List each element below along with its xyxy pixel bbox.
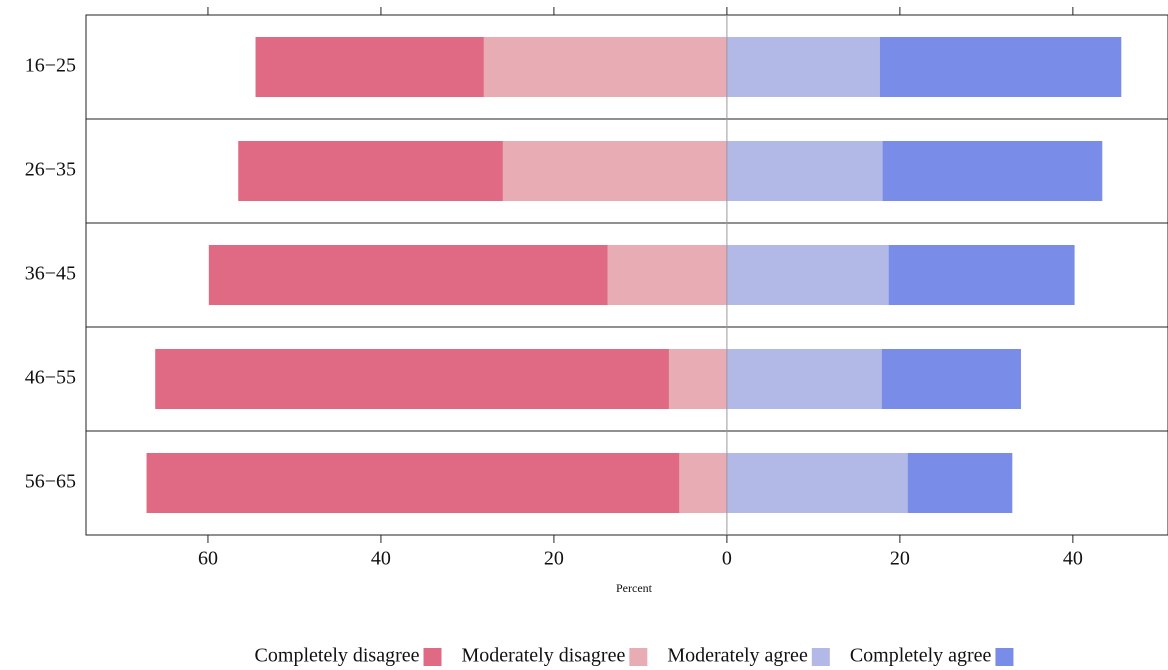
bar-segment <box>726 245 889 305</box>
y-tick-label: 56−65 <box>25 471 76 493</box>
legend-label: Completely disagree <box>255 645 420 667</box>
x-tick-label: 20 <box>890 548 910 570</box>
legend-swatch <box>629 648 648 666</box>
legend: Completely disagree Moderately disagree Mo… <box>255 645 1014 667</box>
x-tick-label: 40 <box>1063 548 1083 570</box>
x-tick-label: 60 <box>198 548 218 570</box>
legend-label: Moderately disagree <box>462 645 626 667</box>
bar-segment <box>208 245 608 305</box>
row-panel <box>85 430 1168 536</box>
y-tick-label: 26−35 <box>25 159 76 181</box>
legend-swatch <box>995 648 1014 666</box>
bar-segment <box>726 349 882 409</box>
bar-segment <box>726 453 908 513</box>
bar-segment <box>888 245 1075 305</box>
x-axis-label: Percent <box>616 581 653 595</box>
y-tick-label: 36−45 <box>25 263 76 285</box>
bar-segment <box>726 37 880 97</box>
legend-swatch <box>811 648 830 666</box>
x-tick-label: 0 <box>722 548 732 570</box>
bar-segment <box>679 453 727 513</box>
bar-segment <box>146 453 680 513</box>
bar-segment <box>255 37 484 97</box>
bar-segment <box>155 349 669 409</box>
bar-segment <box>907 453 1013 513</box>
legend-label: Moderately agree <box>667 645 808 667</box>
bar-segment <box>502 141 727 201</box>
bar-segment <box>879 37 1122 97</box>
legend-label: Completely agree <box>850 645 992 667</box>
bar-segment <box>881 349 1021 409</box>
x-tick-label: 20 <box>544 548 564 570</box>
y-tick-label: 46−55 <box>25 367 76 389</box>
bar-segment <box>607 245 727 305</box>
bar-segment <box>882 141 1103 201</box>
bars <box>85 14 1168 536</box>
bar-segment <box>668 349 727 409</box>
legend-swatch <box>423 648 442 666</box>
y-tick-label: 16−25 <box>25 55 76 77</box>
x-tick-label: 40 <box>371 548 391 570</box>
bar-segment <box>483 37 727 97</box>
bar-segment <box>726 141 883 201</box>
bar-segment <box>238 141 503 201</box>
